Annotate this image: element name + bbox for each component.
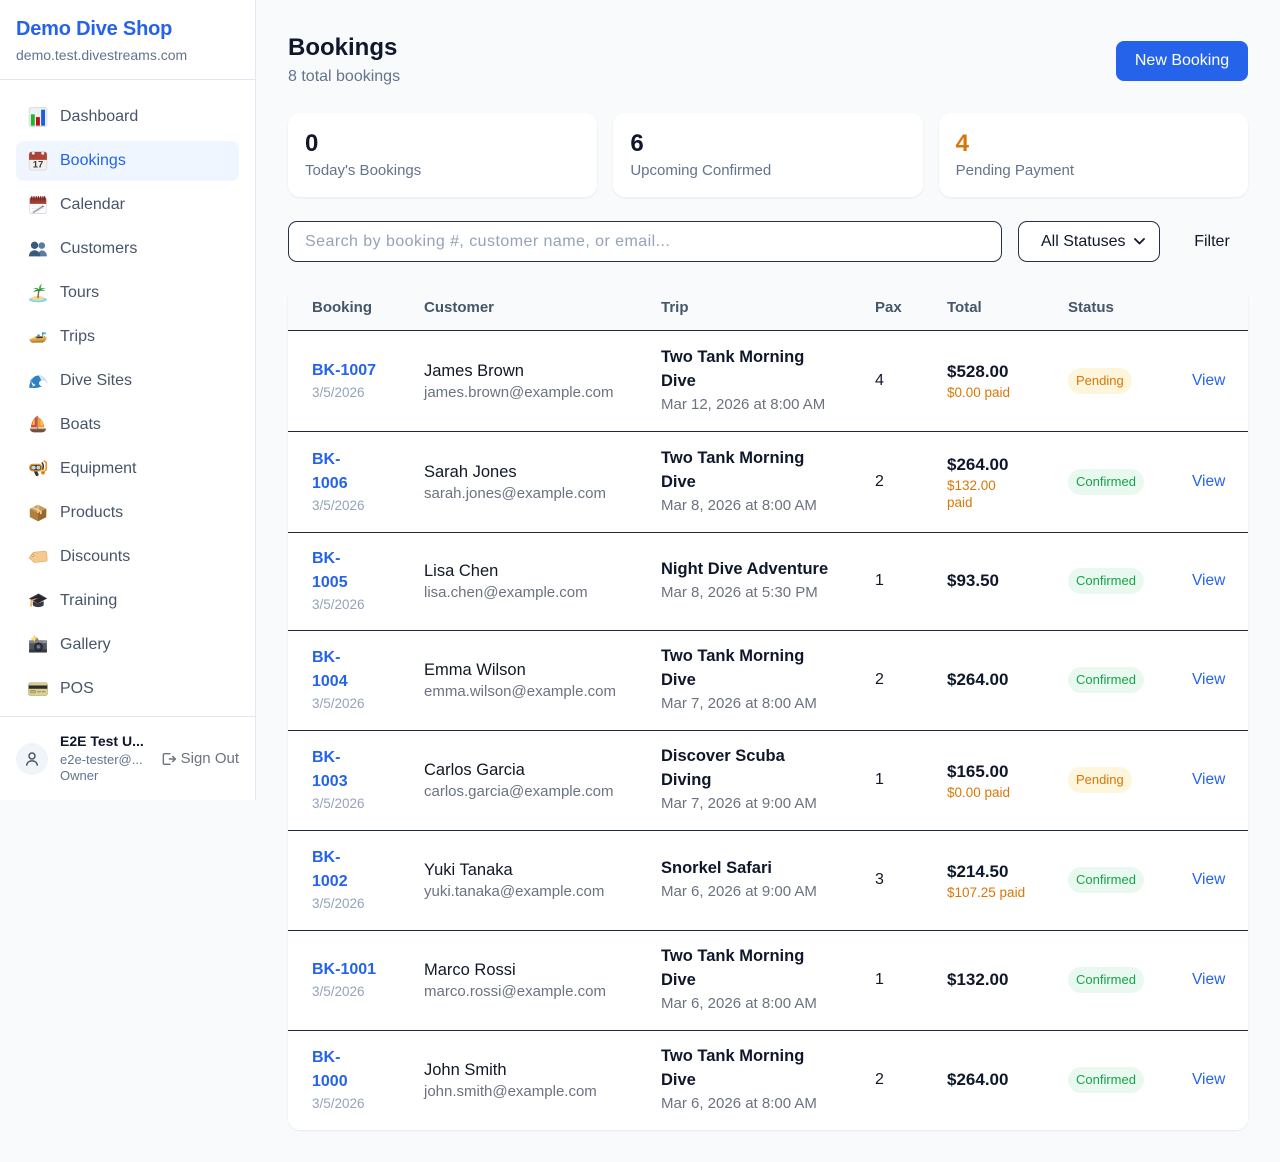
svg-text:17: 17 <box>33 160 44 171</box>
